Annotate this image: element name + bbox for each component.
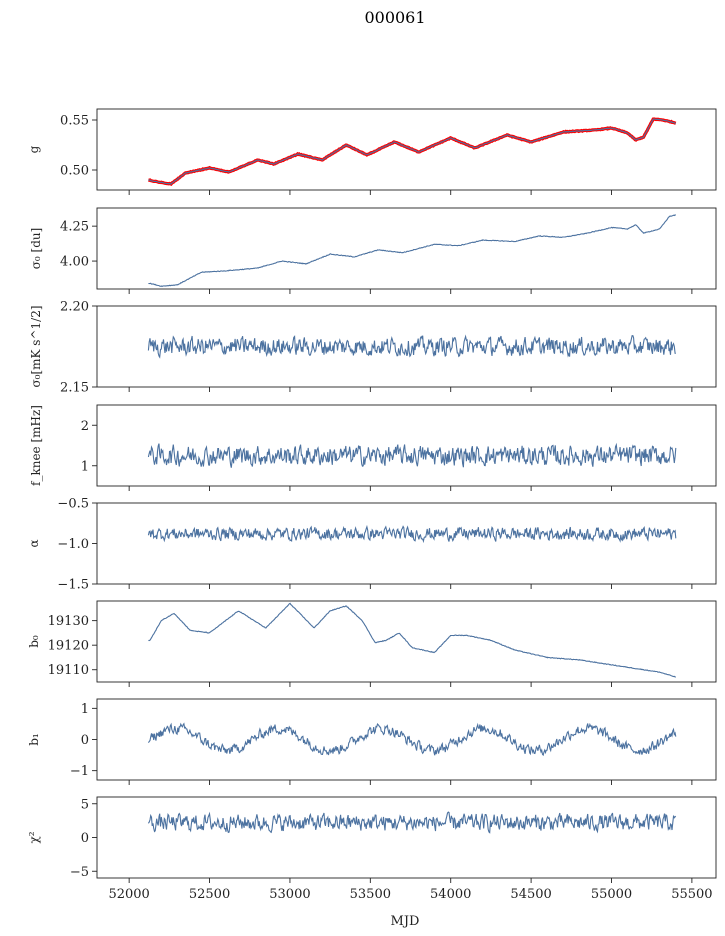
series-chi2-0 <box>147 811 677 834</box>
axes-frame <box>96 698 717 781</box>
panel-b1: −1 0 1 b₁ <box>27 698 717 785</box>
x-tick-label: 53000 <box>269 887 310 902</box>
y-axis-label: f_knee [mHz] <box>29 405 43 486</box>
x-tick-label: 52000 <box>108 887 149 902</box>
axes-frame <box>96 796 717 879</box>
panel-sigma0_du: 4.00 4.25 σ₀ [du] <box>29 207 717 294</box>
y-tick-label: 0.50 <box>60 164 89 179</box>
y-tick-label: 2 <box>81 419 89 434</box>
x-tick-label: 54500 <box>510 887 551 902</box>
series-alpha-0 <box>147 524 677 544</box>
y-tick-label: 19110 <box>48 663 89 678</box>
x-axis-label: MJD <box>391 914 420 929</box>
x-tick-label: 53500 <box>350 887 391 902</box>
y-tick-label: 5 <box>81 797 89 812</box>
y-axis-label: σ₀[mK s^1/2] <box>29 305 43 387</box>
series-b1-0 <box>147 722 677 757</box>
panels: 0.50 0.55 g 4.00 4.25 σ₀ [du] 2.15 2.20 σ₀[mK s^… <box>27 108 717 902</box>
x-tick-label: 54000 <box>430 887 471 902</box>
panel-b0: 19110 19120 19130 b₀ <box>27 600 717 687</box>
x-tick-label: 55000 <box>591 887 632 902</box>
y-tick-label: 19130 <box>48 614 89 629</box>
y-tick-label: −1.0 <box>57 537 89 552</box>
y-tick-label: 4.00 <box>60 255 89 270</box>
y-tick-label: 0 <box>81 831 89 846</box>
x-tick-label: 55500 <box>671 887 712 902</box>
y-tick-label: −1 <box>70 764 89 779</box>
y-tick-label: 0 <box>81 733 89 748</box>
panel-chi2: −5 0 5 52000 52500 53000 53500 54000 54500 55000 5… <box>27 796 717 902</box>
axes-frame <box>96 207 717 290</box>
y-axis-label: α <box>27 539 41 547</box>
series-sigma0_du-0 <box>148 214 677 288</box>
axes-frame <box>96 305 717 388</box>
panel-g: 0.50 0.55 g <box>27 108 717 195</box>
series-sigma0_mk-0 <box>147 334 676 359</box>
series-g-0 <box>148 118 676 185</box>
axes-frame <box>96 502 717 585</box>
axes-frame <box>96 600 717 683</box>
figure-title: 000061 <box>364 8 425 27</box>
y-tick-label: 0.55 <box>60 114 89 129</box>
y-tick-label: 19120 <box>48 639 89 654</box>
panel-sigma0_mk: 2.15 2.20 σ₀[mK s^1/2] <box>29 300 717 396</box>
panel-alpha: −1.5 −1.0 −0.5 α <box>27 497 717 593</box>
y-tick-label: −0.5 <box>57 497 89 512</box>
y-axis-label: σ₀ [du] <box>29 228 43 270</box>
x-tick-label: 52500 <box>189 887 230 902</box>
axes-frame <box>96 108 717 191</box>
series-b0-0 <box>148 602 676 678</box>
y-axis-label: g <box>27 145 41 153</box>
y-tick-label: 2.15 <box>60 381 89 396</box>
y-axis-label: b₁ <box>27 733 41 746</box>
y-tick-label: 1 <box>81 702 89 717</box>
series-g-highlight <box>148 117 677 187</box>
y-tick-label: 1 <box>81 459 89 474</box>
y-axis-label: χ² <box>27 831 41 843</box>
y-tick-label: 2.20 <box>60 300 89 315</box>
y-tick-label: −5 <box>70 865 89 880</box>
axes-frame <box>96 404 717 487</box>
y-tick-label: −1.5 <box>57 578 89 593</box>
panel-f_knee: 1 2 f_knee [mHz] <box>29 404 717 491</box>
y-axis-label: b₀ <box>27 635 41 648</box>
y-tick-label: 4.25 <box>60 220 89 235</box>
series-f_knee-0 <box>147 442 677 468</box>
